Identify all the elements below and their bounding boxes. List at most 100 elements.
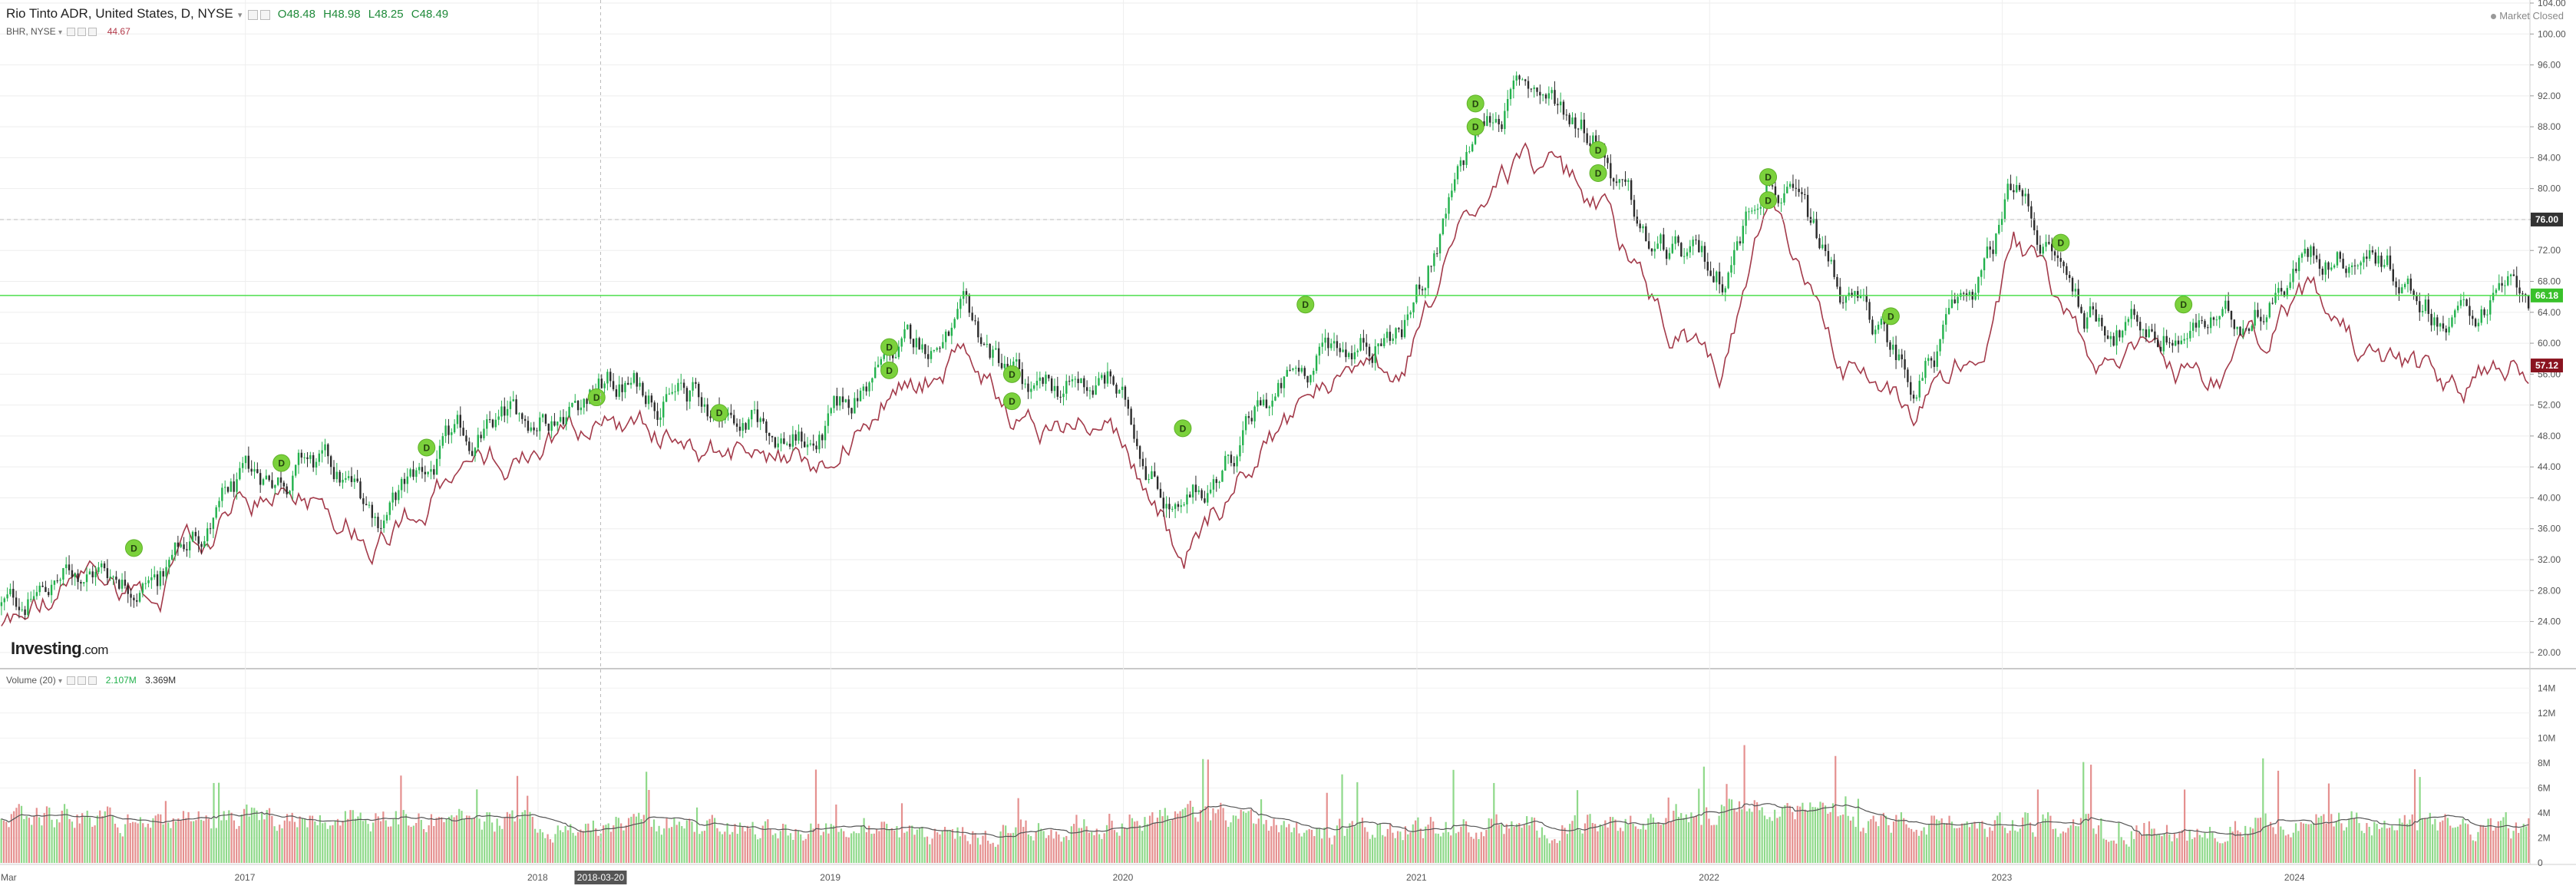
volume-bar	[304, 818, 306, 863]
volume-bar	[2472, 840, 2474, 863]
volume-bar	[2022, 817, 2024, 863]
volume-bar	[2173, 833, 2176, 863]
settings-icon[interactable]	[78, 28, 87, 37]
volume-bar	[150, 828, 152, 863]
volume-bar	[570, 824, 572, 863]
candle-body	[1783, 193, 1785, 203]
candle-body	[1504, 111, 1506, 130]
volume-bar	[893, 830, 896, 863]
volume-bar	[496, 818, 498, 863]
volume-bar	[1141, 831, 1144, 863]
candle-body	[1721, 284, 1724, 292]
volume-bar	[1963, 823, 1966, 863]
candle-body	[1506, 98, 1509, 111]
candle-body	[2027, 193, 2029, 207]
volume-bar	[1253, 823, 1255, 863]
volume-bar	[2221, 843, 2224, 863]
close-icon[interactable]	[88, 28, 97, 37]
candle-body	[1283, 376, 1286, 388]
compare-series	[1, 142, 2529, 626]
candle-body	[1021, 368, 1024, 385]
volume-bar	[1837, 816, 1839, 863]
settings-icon[interactable]	[247, 9, 258, 20]
candle-body	[1042, 377, 1044, 384]
candle-body	[1910, 382, 1912, 395]
candle-body	[1483, 121, 1485, 126]
candle-body	[1045, 375, 1047, 384]
candle-body	[276, 477, 279, 485]
candle-body	[1433, 253, 1435, 266]
candle-body	[189, 541, 191, 550]
candle-body	[2495, 289, 2498, 293]
visibility-icon[interactable]	[67, 28, 76, 37]
volume-bar	[1802, 802, 1804, 863]
symbol-dropdown-icon[interactable]: ▾	[237, 11, 243, 20]
volume-bar	[2411, 814, 2413, 863]
volume-bar	[74, 828, 76, 863]
candle-body	[1424, 288, 1427, 291]
candle-body	[2451, 317, 2453, 327]
candle-body	[1627, 180, 1630, 182]
candle-body	[1857, 291, 1859, 298]
volume-bar	[706, 820, 708, 863]
candle-body	[1554, 90, 1556, 104]
candle-body	[944, 331, 947, 342]
candle-body	[398, 490, 400, 501]
candle-body	[180, 544, 182, 547]
volume-dropdown-icon[interactable]: ▾	[58, 677, 63, 686]
volume-bar	[167, 822, 170, 863]
volume-bar	[498, 825, 501, 863]
volume-bar	[726, 823, 728, 863]
volume-bar	[2155, 834, 2158, 863]
volume-label[interactable]: Volume (20)	[6, 675, 56, 686]
volume-bar	[2191, 838, 2194, 863]
candle-body	[271, 480, 273, 488]
candle-body	[821, 435, 824, 441]
visibility-icon[interactable]	[67, 676, 76, 686]
symbol-title[interactable]: Rio Tinto ADR, United States, D, NYSE	[6, 6, 233, 21]
investing-logo: Investing.com	[11, 639, 108, 659]
volume-bar	[1055, 831, 1058, 863]
volume-bar	[1842, 814, 1844, 863]
volume-bar	[673, 818, 675, 863]
candle-body	[632, 372, 636, 383]
volume-bar	[1015, 827, 1017, 863]
volume-bar	[334, 821, 336, 863]
dividend-marker-label: D	[1472, 122, 1479, 133]
dividend-marker-label: D	[1009, 396, 1016, 407]
compare-dropdown-icon[interactable]: ▾	[58, 28, 63, 37]
volume-bar	[2378, 828, 2380, 863]
volume-bar	[1844, 796, 1847, 863]
candle-body	[1494, 118, 1498, 123]
settings-icon[interactable]	[78, 676, 87, 686]
close-icon[interactable]	[88, 676, 97, 686]
compare-symbol[interactable]: BHR, NYSE	[6, 26, 56, 37]
volume-bar	[741, 827, 744, 863]
volume-bar	[2325, 823, 2327, 863]
candle-body	[1083, 378, 1085, 388]
candle-body	[1950, 299, 1953, 309]
volume-bar	[342, 821, 344, 863]
volume-bar	[1655, 823, 1657, 863]
candle-body	[162, 570, 164, 577]
close-icon[interactable]	[259, 9, 270, 20]
candle-body	[2304, 248, 2307, 254]
volume-bar	[681, 826, 683, 863]
candle-body	[500, 406, 503, 417]
volume-bar	[2054, 828, 2057, 863]
volume-bar	[2340, 823, 2343, 863]
candle-body	[645, 395, 647, 405]
candle-body	[259, 473, 262, 485]
candle-body	[806, 444, 809, 448]
volume-bar	[2264, 813, 2267, 863]
candle-body	[986, 344, 989, 345]
volume-bar	[2444, 814, 2446, 863]
volume-bar	[1455, 833, 1457, 863]
volume-bar	[802, 840, 804, 863]
candle-body	[2168, 342, 2171, 344]
candle-body	[230, 481, 233, 492]
candle-body	[388, 502, 391, 515]
candle-body	[1498, 118, 1500, 124]
volume-bar	[746, 825, 749, 863]
